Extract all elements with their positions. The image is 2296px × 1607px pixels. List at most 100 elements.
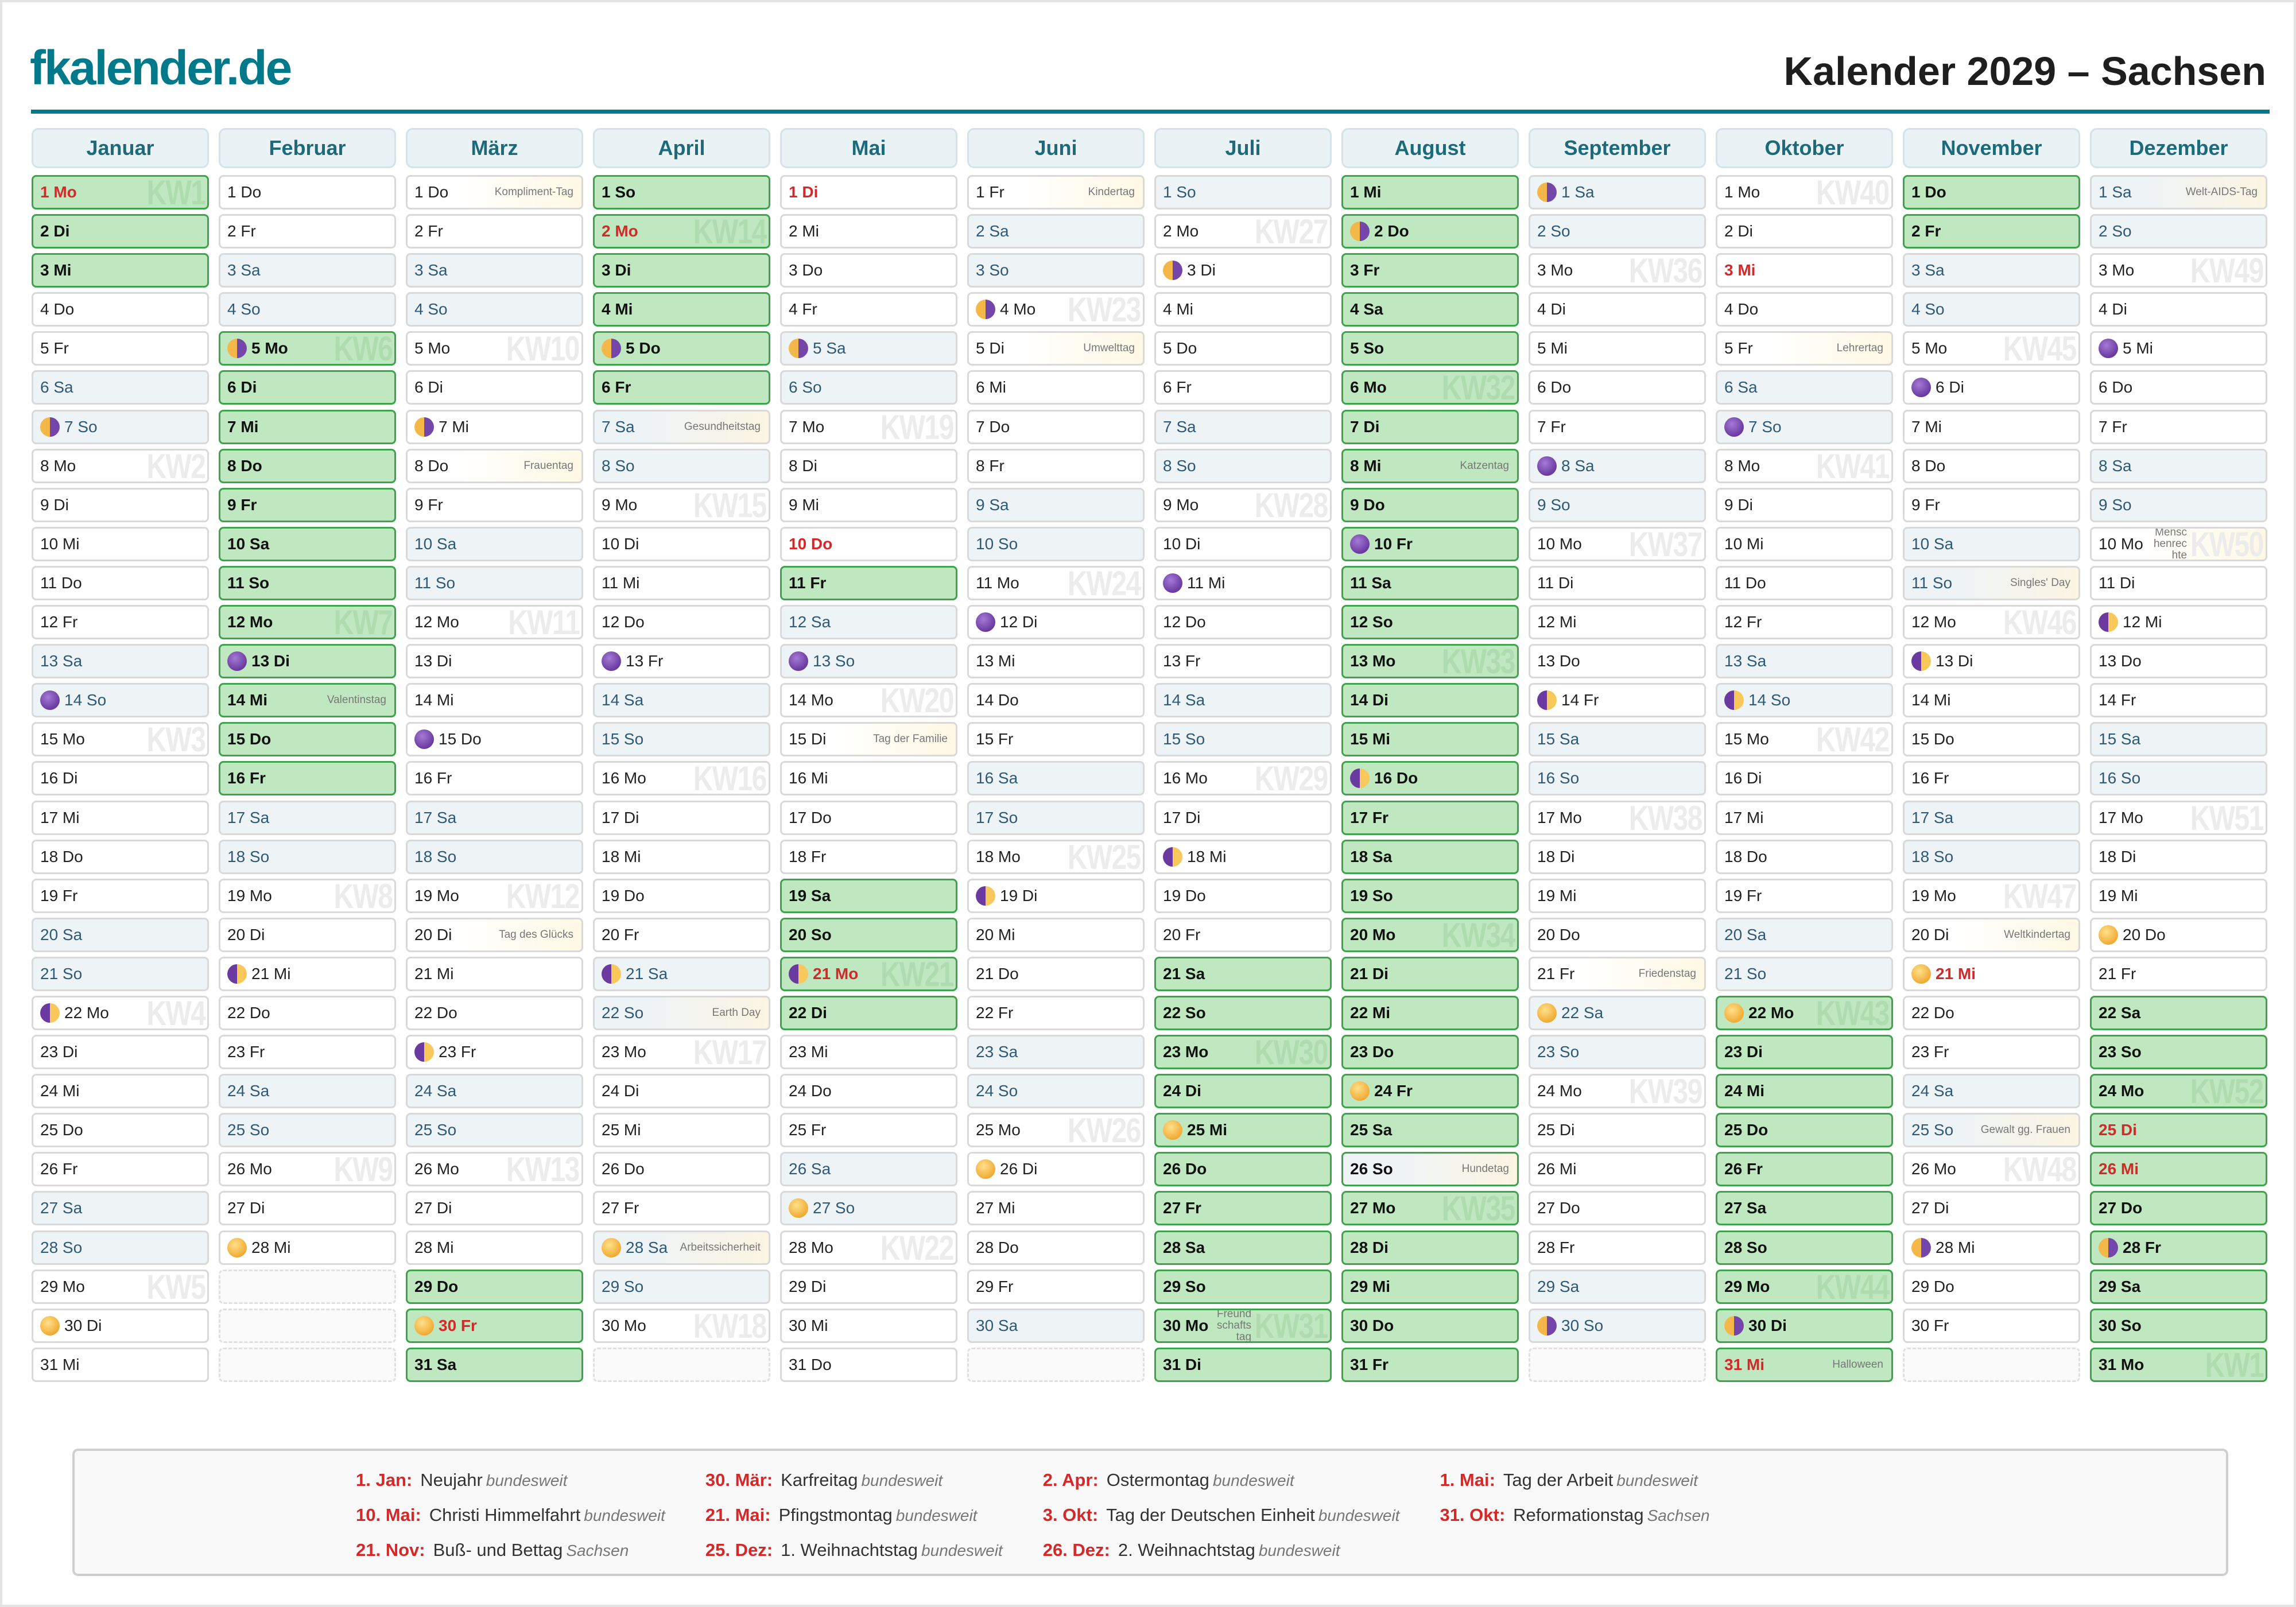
day-cell: 16 Fr: [1903, 761, 2080, 796]
day-label: 29 Sa: [1537, 1277, 1580, 1295]
day-cell: 7 Sa Gesundheitstag: [593, 409, 770, 444]
day-label: 7 Mo: [789, 417, 825, 436]
empty-day-cell: [219, 1347, 396, 1382]
day-label: 2 So: [1537, 222, 1570, 240]
day-cell: 6 Mo KW32: [1341, 370, 1519, 405]
day-label: 14 Do: [976, 691, 1019, 709]
day-label: 14 Di: [1350, 691, 1389, 709]
day-cell: 28 Mi: [1903, 1230, 2080, 1265]
holiday-day-cell: 1 Mo KW1: [32, 175, 209, 209]
day-label: 2 Do: [1374, 222, 1409, 240]
day-label: 22 Fr: [976, 1003, 1014, 1022]
day-label: 6 Do: [2099, 378, 2133, 397]
special-day-note: Menschenrechte: [2153, 526, 2188, 561]
day-label: 14 Fr: [2099, 691, 2136, 709]
day-cell: 22 Mi: [1341, 995, 1519, 1030]
day-label: 17 Sa: [227, 808, 270, 826]
day-label: 10 Mo: [2099, 534, 2143, 553]
legend-name: Pfingstmontag: [778, 1505, 893, 1525]
day-cell: 15 Fr: [967, 722, 1145, 757]
day-cell: 23 So: [1529, 1035, 1706, 1070]
day-cell: 28 Fr: [1529, 1230, 1706, 1265]
day-label: 26 So: [1350, 1160, 1393, 1178]
day-label: 11 Mo: [976, 573, 1019, 592]
day-label: 26 Fr: [1724, 1160, 1763, 1178]
day-cell: 18 Mo KW25: [967, 839, 1145, 874]
day-label: 23 Mi: [789, 1043, 828, 1061]
day-label: 24 Sa: [1911, 1082, 1954, 1100]
day-label: 12 Mo: [414, 613, 459, 631]
day-cell: 20 Do: [2090, 917, 2267, 952]
day-label: 6 Mo: [1350, 378, 1387, 397]
day-cell: 24 Do: [780, 1074, 957, 1109]
day-cell: 8 Sa: [2090, 448, 2267, 483]
day-label: 6 Di: [1936, 378, 1964, 397]
day-label: 6 Fr: [602, 378, 631, 397]
day-cell: 2 So: [1529, 214, 1706, 249]
first-quarter-moon-icon: [976, 886, 995, 906]
day-cell: 4 Do: [1716, 292, 1893, 327]
special-day-note: Frauentag: [523, 459, 573, 472]
day-cell: 15 Di Tag der Familie: [780, 722, 957, 757]
day-label: 28 Do: [976, 1238, 1019, 1256]
day-cell: 26 Mo KW13: [406, 1152, 583, 1187]
day-label: 30 Di: [64, 1316, 102, 1334]
day-label: 18 Fr: [789, 847, 827, 865]
day-cell: 16 Sa: [967, 761, 1145, 796]
day-cell: 26 Sa: [780, 1152, 957, 1187]
calendar-week-label: KW37: [1629, 526, 1703, 561]
day-label: 7 Do: [976, 417, 1010, 436]
day-label: 21 Mo: [813, 964, 859, 983]
day-cell: 28 Sa Arbeitssicherheit: [593, 1230, 770, 1265]
day-label: 9 Di: [1724, 495, 1753, 514]
day-cell: 12 Mo KW7: [219, 605, 396, 640]
day-label: 5 Fr: [40, 339, 69, 358]
day-cell: 17 Do: [780, 800, 957, 835]
day-label: 9 Sa: [976, 495, 1009, 514]
full-moon-icon: [1724, 1003, 1744, 1023]
day-cell: 28 Sa: [1154, 1230, 1332, 1265]
day-label: 21 Sa: [1163, 964, 1205, 983]
day-label: 10 Mi: [1724, 534, 1764, 553]
legend-item: 26. Dez: 2. Weihnachtstag bundesweit: [1043, 1539, 1400, 1562]
day-label: 17 Do: [789, 808, 832, 826]
special-day-note: Arbeitssicherheit: [680, 1241, 761, 1253]
day-cell: 30 Di: [1716, 1308, 1893, 1343]
empty-day-cell: [1529, 1347, 1706, 1382]
day-label: 5 Fr: [1724, 339, 1753, 358]
day-label: 10 Di: [1163, 534, 1201, 553]
day-cell: 17 Di: [593, 800, 770, 835]
day-cell: 20 Mi: [967, 917, 1145, 952]
day-label: 16 Do: [1374, 769, 1418, 787]
day-cell: 19 Do: [593, 878, 770, 913]
day-label: 26 Do: [602, 1160, 645, 1178]
calendar-week-label: KW12: [506, 878, 580, 913]
new-moon-icon: [789, 651, 808, 671]
day-label: 19 Mi: [2099, 886, 2138, 905]
day-cell: 22 Di: [780, 995, 957, 1030]
day-label: 8 Mo: [1724, 456, 1760, 475]
day-label: 27 Fr: [1163, 1199, 1201, 1217]
day-label: 24 Mi: [1724, 1082, 1765, 1100]
day-label: 27 So: [813, 1199, 855, 1217]
day-cell: 17 Mo KW38: [1529, 800, 1706, 835]
calendar-week-label: KW15: [693, 487, 767, 522]
day-label: 5 Mi: [2123, 339, 2153, 358]
calendar-week-label: KW20: [881, 683, 955, 718]
day-label: 18 Do: [1724, 847, 1767, 865]
first-quarter-moon-icon: [1911, 651, 1931, 671]
day-cell: 14 Fr: [1529, 683, 1706, 718]
day-label: 18 Mo: [976, 847, 1021, 865]
calendar-week-label: KW26: [1068, 1113, 1142, 1148]
day-label: 1 Di: [789, 183, 819, 201]
day-label: 22 Mi: [1350, 1003, 1391, 1022]
special-day-note: Earth Day: [712, 1006, 761, 1019]
day-label: 13 Do: [1537, 652, 1580, 670]
day-cell: 20 Sa: [1716, 917, 1893, 952]
day-cell: 4 Di: [1529, 292, 1706, 327]
day-label: 12 Di: [1000, 613, 1038, 631]
last-quarter-moon-icon: [1911, 1237, 1931, 1257]
day-label: 12 Do: [1163, 613, 1206, 631]
day-label: 29 Sa: [2099, 1277, 2141, 1295]
day-cell: 23 Di: [32, 1035, 209, 1070]
